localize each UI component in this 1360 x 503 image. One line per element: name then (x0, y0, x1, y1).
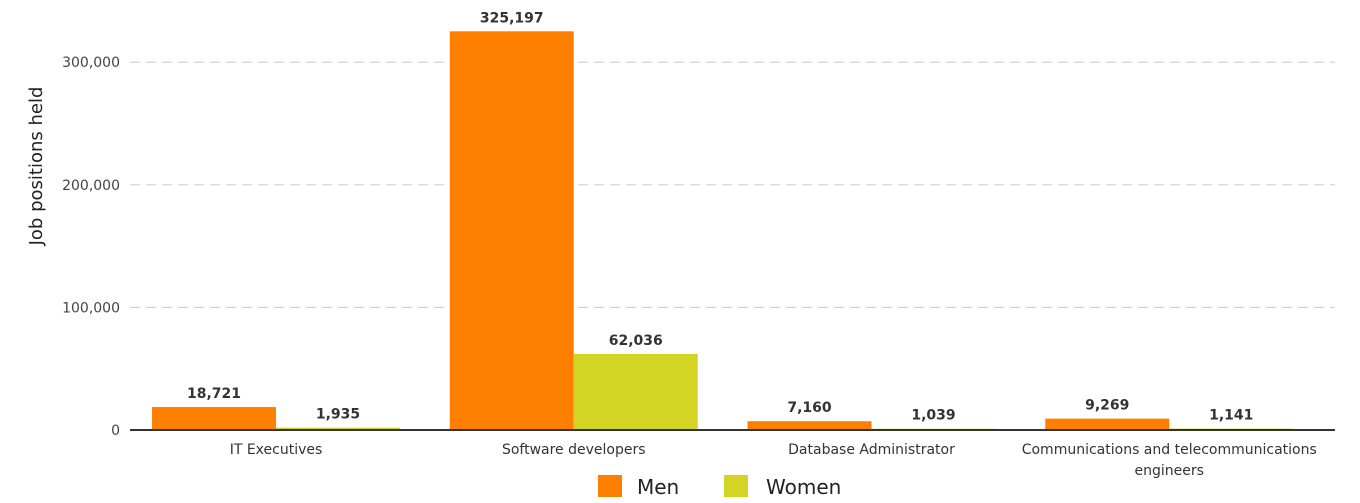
bar-men (449, 31, 574, 431)
data-label: 18,721 (187, 386, 241, 402)
data-label: 1,935 (316, 407, 360, 423)
legend-swatch-women (724, 475, 748, 497)
data-label: 1,141 (1209, 408, 1253, 424)
data-labels: 18,721 1,935 325,197 62,036 7,160 1,039 9,269 1… (187, 10, 1253, 423)
bar-men (1045, 418, 1170, 430)
data-label: 1,039 (911, 408, 955, 424)
bar-men (152, 407, 276, 430)
legend-label-men: Men (637, 475, 679, 499)
y-tick-label: 200,000 (62, 178, 120, 194)
x-tick-label: Database Administrator (788, 442, 955, 458)
data-label: 7,160 (787, 400, 832, 416)
data-label: 9,269 (1085, 398, 1129, 414)
x-tick-label: Software developers (502, 442, 646, 458)
legend-swatch-men (598, 475, 622, 497)
legend-label-women: Women (766, 475, 841, 499)
x-tick-label: Communications and telecommunications (1022, 442, 1317, 458)
y-tick-label: 0 (111, 423, 120, 439)
data-label: 62,036 (609, 333, 663, 349)
y-tick-label: 100,000 (62, 300, 120, 316)
bar-women (276, 427, 400, 430)
y-axis-title: Job positions held (26, 87, 47, 247)
bar-women (573, 353, 698, 430)
x-axis-labels: IT Executives Software developers Database… (230, 442, 1317, 479)
bars (152, 31, 1294, 431)
legend: Men Women (598, 475, 841, 499)
y-axis-ticks: 0 100,000 200,000 300,000 (62, 55, 120, 439)
y-tick-label: 300,000 (62, 55, 120, 71)
x-tick-label: IT Executives (230, 442, 323, 458)
data-label: 325,197 (480, 10, 544, 26)
gridlines (130, 61, 1335, 308)
bar-men (747, 421, 872, 430)
x-tick-label: engineers (1135, 463, 1204, 479)
